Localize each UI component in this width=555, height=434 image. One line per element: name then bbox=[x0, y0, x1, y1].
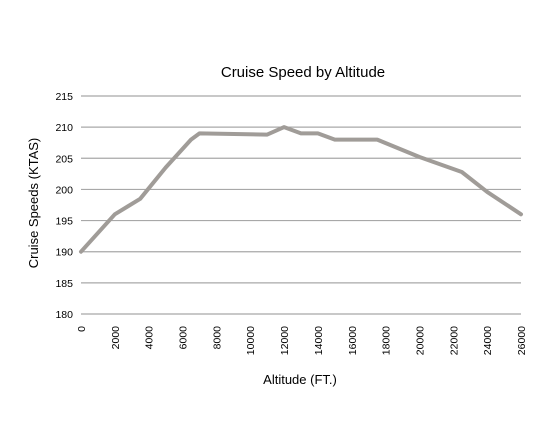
x-tick-label: 4000 bbox=[144, 326, 156, 350]
x-tick-label: 14000 bbox=[313, 326, 325, 355]
x-axis-label: Altitude (FT.) bbox=[263, 372, 337, 387]
chart-title: Cruise Speed by Altitude bbox=[221, 64, 385, 81]
series-line-0 bbox=[79, 125, 523, 254]
y-tick-label: 205 bbox=[55, 153, 73, 165]
x-tick-label: 0 bbox=[76, 326, 88, 332]
x-tick-label: 16000 bbox=[347, 326, 359, 355]
y-tick-label: 215 bbox=[55, 91, 73, 103]
x-tick-label: 20000 bbox=[414, 326, 426, 355]
x-tick-label: 6000 bbox=[178, 326, 190, 350]
grid-layer bbox=[81, 95, 521, 315]
y-tick-labels: 180 185 190 195 200 205 210 215 bbox=[55, 91, 73, 321]
x-tick-label: 2000 bbox=[110, 326, 122, 350]
y-tick-label: 195 bbox=[55, 216, 73, 228]
x-tick-label: 24000 bbox=[482, 326, 494, 355]
x-tick-label: 26000 bbox=[516, 326, 528, 355]
x-tick-label: 10000 bbox=[245, 326, 257, 355]
x-tick-label: 12000 bbox=[279, 326, 291, 355]
y-tick-label: 200 bbox=[55, 184, 73, 196]
x-tick-label: 22000 bbox=[448, 326, 460, 355]
x-tick-labels: 0 2000 4000 6000 8000 10000 12000 14000 16000 180… bbox=[76, 326, 528, 355]
y-tick-label: 210 bbox=[55, 122, 73, 134]
y-tick-label: 180 bbox=[55, 309, 73, 321]
y-axis-label: Cruise Speeds (KTAS) bbox=[26, 138, 41, 269]
y-tick-label: 185 bbox=[55, 278, 73, 290]
x-tick-label: 18000 bbox=[381, 326, 393, 355]
x-tick-label: 8000 bbox=[211, 326, 223, 350]
series-layer bbox=[79, 125, 523, 254]
y-tick-label: 190 bbox=[55, 247, 73, 259]
